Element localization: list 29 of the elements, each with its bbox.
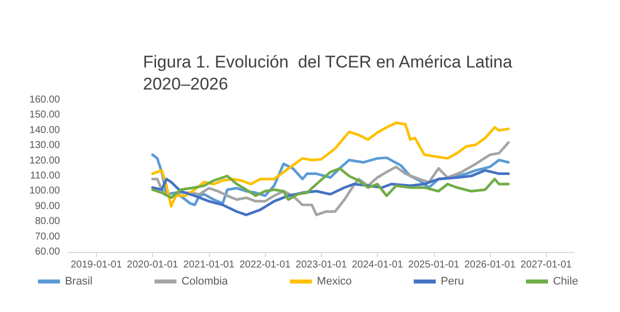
y-tick-label: 160.00 [29,94,60,106]
y-tick-label: 60.00 [34,246,60,258]
chart-title: Figura 1. Evolución del TCER en América Latina 2020–2026 [143,52,513,94]
x-tick-label: 2021-01-01 [183,260,235,270]
legend-label: Colombia [181,276,229,288]
x-tick-label: 2026-01-01 [464,260,516,270]
y-tick-label: 70.00 [34,231,60,242]
legend-label: Brasil [64,276,92,288]
line-series [151,169,510,216]
x-tick-label: 2024-01-01 [352,260,404,270]
y-tick-label: 110.00 [30,170,60,182]
y-tick-label: 120.00 [29,155,60,166]
x-tick-label: 2019-01-01 [70,260,122,270]
legend-label: Chile [552,276,578,288]
x-tick-label: 2025-01-01 [408,260,460,270]
line-series [151,122,510,208]
x-tick-label: 2022-01-01 [239,260,292,270]
y-tick-label: 100.00 [29,186,60,197]
x-tick-label: 2027-01-01 [520,260,572,270]
y-tick-label: 130.00 [29,140,60,152]
x-tick-label: 2023-01-01 [296,260,348,270]
x-tick-label: 2020-01-01 [126,260,179,270]
y-tick-label: 80.00 [34,216,60,228]
line-series [151,167,510,201]
legend-label: Peru [440,276,464,288]
y-tick-label: 150.00 [29,110,60,121]
legend-label: Mexico [316,276,352,288]
y-tick-label: 90.00 [34,200,60,212]
y-tick-label: 140.00 [29,124,60,136]
